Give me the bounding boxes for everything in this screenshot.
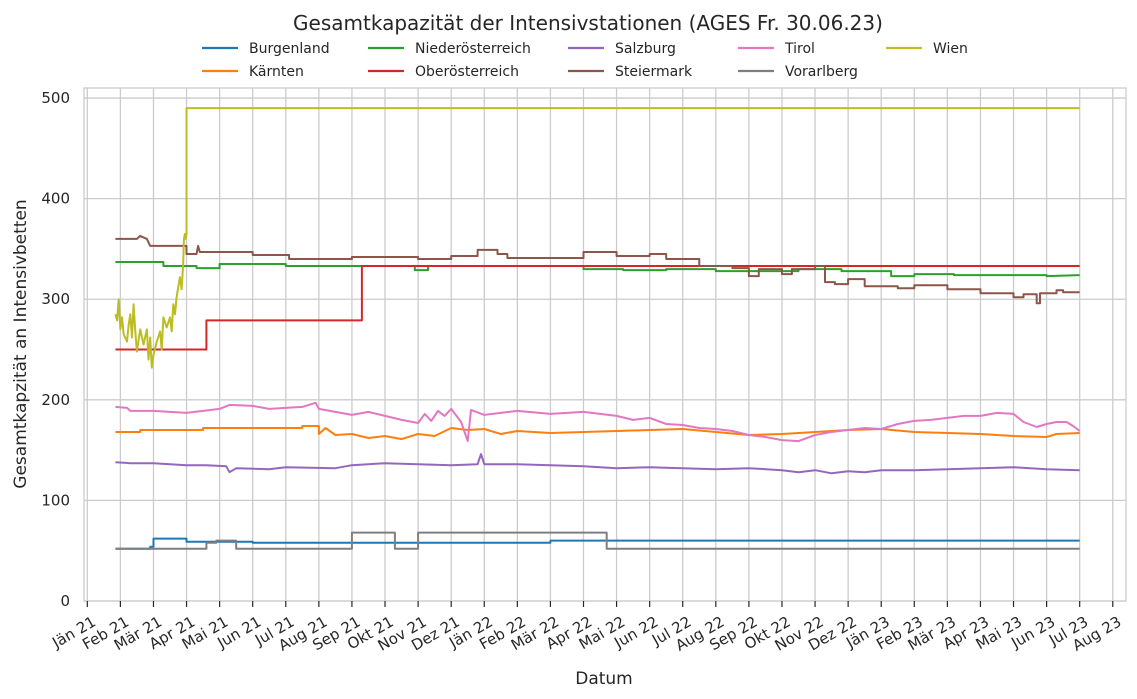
legend-entry: Steiermark [568, 64, 693, 80]
legend-label: Kärnten [249, 64, 304, 80]
legend-label: Niederösterreich [415, 41, 531, 57]
y-tick-label: 100 [41, 491, 70, 509]
legend: Burgenland Kärnten Niederösterreich Oberöst… [202, 41, 968, 80]
x-axis-label: Datum [575, 669, 633, 689]
legend-entry: Tirol [738, 41, 815, 57]
legend-entry: Wien [886, 41, 968, 57]
legend-label: Wien [933, 41, 968, 57]
legend-entry: Vorarlberg [738, 64, 858, 80]
y-axis-label: Gesamtkapzität an Intensivbetten [11, 199, 31, 488]
series-line-steiermark [115, 234, 1080, 305]
series-line-tirol [115, 401, 1081, 443]
y-tick-label: 300 [41, 290, 70, 308]
legend-label: Steiermark [615, 64, 693, 80]
legend-label: Burgenland [249, 41, 330, 57]
y-tick-label: 400 [41, 190, 70, 208]
legend-label: Oberösterreich [415, 64, 519, 80]
grid-layer [84, 88, 1126, 602]
series-line-kärnten [115, 425, 1080, 441]
legend-label: Salzburg [615, 41, 676, 57]
legend-label: Vorarlberg [785, 64, 858, 80]
series-layer [114, 107, 1081, 550]
legend-entry: Burgenland [202, 41, 330, 57]
legend-entry: Niederösterreich [368, 41, 531, 57]
series-line-vorarlberg [115, 531, 1080, 550]
legend-entry: Kärnten [202, 64, 304, 80]
series-line-wien [114, 107, 1080, 369]
series-line-burgenland [115, 537, 1080, 550]
legend-entry: Salzburg [568, 41, 676, 57]
series-line-salzburg [115, 453, 1080, 475]
y-tick-label: 500 [41, 89, 70, 107]
y-axis: 0 100 200 300 400 500 [41, 89, 70, 610]
y-tick-label: 200 [41, 391, 70, 409]
y-tick-label: 0 [60, 592, 70, 610]
legend-label: Tirol [784, 41, 815, 57]
plot-frame [83, 87, 1127, 602]
legend-entry: Oberösterreich [368, 64, 519, 80]
chart-title: Gesamtkapazität der Intensivstationen (A… [293, 11, 883, 35]
series-line-oberösterreich [115, 265, 1080, 351]
series-line-niederösterreich [115, 261, 1080, 278]
